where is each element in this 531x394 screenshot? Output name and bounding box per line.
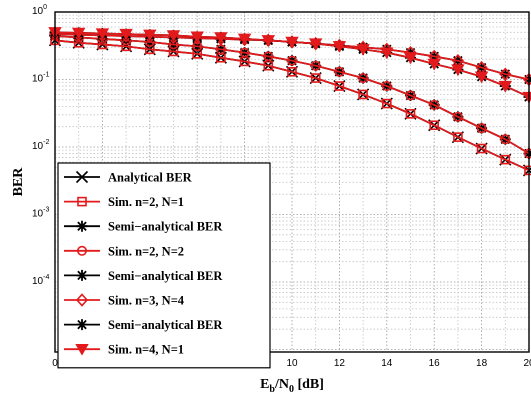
legend-entry: Semi−analytical BER bbox=[64, 220, 223, 234]
data-point bbox=[429, 99, 440, 110]
data-point bbox=[332, 41, 347, 53]
data-point bbox=[474, 71, 489, 84]
y-axis-label: BER bbox=[11, 167, 26, 197]
legend-marker bbox=[77, 196, 87, 207]
data-point bbox=[263, 51, 274, 62]
data-point bbox=[334, 81, 345, 91]
legend-label: Sim. n=3, N=4 bbox=[108, 294, 185, 308]
legend-label: Analytical BER bbox=[108, 171, 193, 185]
y-tick-label: 100 bbox=[32, 4, 47, 17]
data-point bbox=[190, 31, 204, 44]
x-tick-label: 12 bbox=[334, 358, 346, 369]
x-tick-label: 18 bbox=[476, 358, 488, 369]
legend: Analytical BER Sim. n=2, N=1 Semi−analytic… bbox=[57, 162, 271, 369]
data-point bbox=[71, 27, 86, 40]
series-line bbox=[54, 39, 530, 172]
x-tick-label: 20 bbox=[523, 358, 531, 369]
data-point bbox=[358, 89, 368, 100]
data-point bbox=[143, 29, 157, 42]
x-tick-label: 0 bbox=[52, 358, 58, 369]
x-axis-label: Eb/N0 [dB] bbox=[260, 377, 324, 394]
data-point bbox=[380, 47, 394, 60]
legend-entry: Sim. n=2, N=2 bbox=[64, 244, 184, 258]
legend-label: Semi−analytical BER bbox=[108, 220, 223, 234]
legend-label: Semi−analytical BER bbox=[108, 269, 223, 283]
data-point bbox=[500, 134, 511, 145]
data-point bbox=[403, 52, 418, 65]
legend-label: Sim. n=2, N=2 bbox=[108, 244, 184, 258]
data-point bbox=[287, 67, 297, 77]
legend-marker bbox=[75, 293, 89, 307]
y-tick-label: 10-2 bbox=[32, 139, 49, 152]
data-point bbox=[405, 109, 416, 119]
legend-entry: Semi−analytical BER bbox=[64, 318, 223, 332]
series-4 bbox=[49, 31, 531, 159]
data-point bbox=[381, 81, 392, 92]
x-tick-label: 10 bbox=[286, 358, 298, 369]
data-point bbox=[166, 30, 181, 42]
x-tick-label: 14 bbox=[381, 358, 393, 369]
data-point bbox=[334, 66, 345, 77]
data-point bbox=[214, 32, 228, 44]
data-point bbox=[500, 154, 511, 165]
series-group bbox=[48, 26, 531, 177]
legend-entry: Sim. n=4, N=1 bbox=[64, 343, 184, 357]
plot-area bbox=[54, 11, 530, 353]
data-point bbox=[308, 38, 323, 51]
legend-entry: Semi−analytical BER bbox=[64, 269, 223, 283]
legend-marker bbox=[75, 170, 89, 184]
data-point bbox=[119, 28, 133, 41]
legend-marker bbox=[76, 269, 88, 281]
data-point bbox=[95, 28, 110, 40]
legend-marker bbox=[77, 245, 88, 256]
y-tick-label: 10-1 bbox=[32, 72, 49, 85]
data-point bbox=[451, 64, 465, 77]
legend-label: Semi−analytical BER bbox=[108, 318, 223, 332]
data-point bbox=[476, 123, 487, 134]
data-point bbox=[239, 47, 250, 58]
data-point bbox=[453, 132, 463, 142]
data-point bbox=[498, 80, 513, 93]
legend-entry: Analytical BER bbox=[64, 171, 193, 185]
data-point bbox=[499, 67, 512, 81]
legend-entry: Sim. n=3, N=4 bbox=[64, 293, 185, 308]
legend-label: Sim. n=2, N=1 bbox=[108, 195, 184, 209]
legend-marker bbox=[76, 220, 88, 232]
x-tick-label: 16 bbox=[429, 358, 441, 369]
data-point bbox=[310, 73, 321, 83]
y-tick-label: 10-3 bbox=[32, 207, 49, 220]
legend-box bbox=[57, 162, 271, 369]
legend-marker bbox=[76, 319, 88, 331]
y-tick-label: 10-4 bbox=[32, 274, 49, 287]
data-point bbox=[358, 73, 369, 84]
series-line bbox=[54, 35, 530, 155]
data-point bbox=[356, 44, 370, 56]
legend-marker bbox=[75, 344, 89, 356]
data-point bbox=[381, 98, 392, 109]
data-point bbox=[427, 58, 441, 71]
data-point bbox=[429, 120, 440, 131]
data-point bbox=[285, 36, 299, 49]
legend-entry: Sim. n=2, N=1 bbox=[64, 195, 184, 209]
data-point bbox=[476, 143, 487, 154]
data-point bbox=[452, 111, 463, 122]
data-point bbox=[286, 55, 297, 66]
data-point bbox=[261, 35, 276, 47]
series-8 bbox=[48, 27, 531, 104]
legend-label: Sim. n=4, N=1 bbox=[108, 343, 184, 357]
data-point bbox=[310, 60, 321, 71]
data-point bbox=[237, 33, 252, 46]
data-point bbox=[405, 90, 416, 101]
